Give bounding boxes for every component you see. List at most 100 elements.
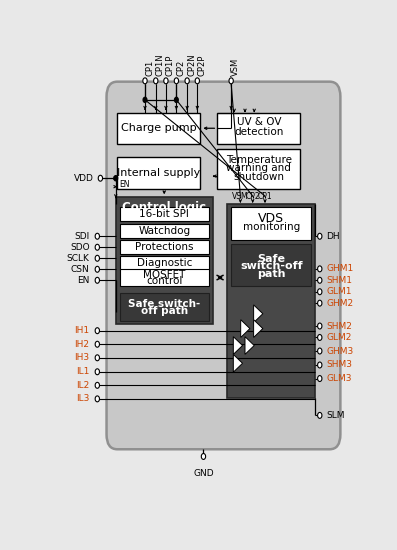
Circle shape <box>95 396 100 402</box>
Text: IL2: IL2 <box>76 381 90 390</box>
Text: CSN: CSN <box>71 265 90 274</box>
Circle shape <box>95 355 100 361</box>
Text: Watchdog: Watchdog <box>138 226 190 235</box>
Text: Diagnostic: Diagnostic <box>137 258 192 268</box>
Text: shutdown: shutdown <box>233 172 284 183</box>
Text: Protections: Protections <box>135 241 193 251</box>
Text: IL3: IL3 <box>76 394 90 403</box>
FancyBboxPatch shape <box>116 197 213 324</box>
Circle shape <box>95 266 100 272</box>
Text: VSM: VSM <box>231 58 240 76</box>
Circle shape <box>318 233 322 239</box>
Text: SDI: SDI <box>74 232 90 241</box>
Circle shape <box>95 369 100 375</box>
Circle shape <box>143 78 147 84</box>
FancyBboxPatch shape <box>217 148 301 189</box>
Text: Temperature: Temperature <box>226 155 292 165</box>
FancyBboxPatch shape <box>231 244 312 286</box>
FancyBboxPatch shape <box>118 113 200 144</box>
Text: SHM1: SHM1 <box>326 276 353 285</box>
Text: IL1: IL1 <box>76 367 90 376</box>
Text: GHM3: GHM3 <box>326 346 354 355</box>
Text: path: path <box>257 270 285 279</box>
Circle shape <box>95 277 100 283</box>
Text: CP2: CP2 <box>245 191 260 201</box>
Circle shape <box>95 382 100 388</box>
Circle shape <box>195 78 199 84</box>
Circle shape <box>318 376 322 382</box>
FancyBboxPatch shape <box>120 293 209 321</box>
Text: GLM2: GLM2 <box>326 333 352 342</box>
Circle shape <box>229 78 233 84</box>
Polygon shape <box>254 320 263 338</box>
Circle shape <box>95 255 100 261</box>
Polygon shape <box>233 354 243 372</box>
Text: GHM2: GHM2 <box>326 299 354 307</box>
Circle shape <box>154 78 158 84</box>
Text: CP2N: CP2N <box>187 53 196 76</box>
Text: off path: off path <box>141 306 188 316</box>
FancyBboxPatch shape <box>118 157 200 189</box>
Circle shape <box>318 266 322 272</box>
Text: switch-off: switch-off <box>240 261 303 271</box>
Circle shape <box>318 412 322 419</box>
Circle shape <box>318 348 322 354</box>
Text: monitoring: monitoring <box>243 222 300 232</box>
Polygon shape <box>241 320 250 338</box>
Polygon shape <box>233 337 243 354</box>
FancyBboxPatch shape <box>217 113 301 144</box>
Text: CP1: CP1 <box>258 191 272 201</box>
Text: UV & OV: UV & OV <box>237 117 281 127</box>
FancyBboxPatch shape <box>120 256 209 270</box>
Text: Safe switch-: Safe switch- <box>128 299 200 309</box>
Circle shape <box>95 233 100 239</box>
Text: MOSFET: MOSFET <box>143 270 185 280</box>
Text: EN: EN <box>77 276 90 285</box>
Circle shape <box>175 97 178 102</box>
Text: IH1: IH1 <box>75 326 90 335</box>
Text: VDS: VDS <box>258 212 284 226</box>
Polygon shape <box>245 337 254 354</box>
FancyBboxPatch shape <box>120 240 209 254</box>
Circle shape <box>164 78 168 84</box>
Text: SCLK: SCLK <box>67 254 90 263</box>
Text: Control logic: Control logic <box>122 201 206 214</box>
Text: control: control <box>146 276 182 286</box>
Text: 16-bit SPI: 16-bit SPI <box>139 210 189 219</box>
Text: Internal supply: Internal supply <box>117 168 200 178</box>
Text: EN: EN <box>119 180 129 189</box>
Circle shape <box>174 78 179 84</box>
Text: warning and: warning and <box>226 163 291 173</box>
Circle shape <box>201 454 206 459</box>
Text: Safe: Safe <box>257 254 285 263</box>
Text: SDO: SDO <box>70 243 90 252</box>
Text: GHM1: GHM1 <box>326 265 354 273</box>
Text: Charge pump: Charge pump <box>121 123 197 133</box>
Text: DH: DH <box>326 232 340 241</box>
Circle shape <box>318 323 322 329</box>
Text: CP2P: CP2P <box>197 55 206 76</box>
Text: GLM1: GLM1 <box>326 287 352 296</box>
FancyBboxPatch shape <box>120 207 209 222</box>
Circle shape <box>114 175 118 181</box>
Polygon shape <box>254 305 263 323</box>
Circle shape <box>185 78 189 84</box>
Circle shape <box>143 97 147 102</box>
Text: IH2: IH2 <box>75 340 90 349</box>
Text: CP1N: CP1N <box>156 53 165 76</box>
FancyBboxPatch shape <box>106 81 340 449</box>
Text: CP2: CP2 <box>176 60 185 76</box>
FancyBboxPatch shape <box>120 223 209 238</box>
Text: CP1: CP1 <box>145 60 154 76</box>
Text: SHM3: SHM3 <box>326 360 353 370</box>
Circle shape <box>318 300 322 306</box>
Circle shape <box>318 334 322 340</box>
Circle shape <box>318 277 322 283</box>
Circle shape <box>95 328 100 334</box>
Text: GND: GND <box>193 469 214 478</box>
Text: CP1P: CP1P <box>166 55 175 76</box>
Circle shape <box>98 175 102 181</box>
Text: VSM: VSM <box>232 191 249 201</box>
Text: SHM2: SHM2 <box>326 322 353 331</box>
Circle shape <box>318 362 322 368</box>
